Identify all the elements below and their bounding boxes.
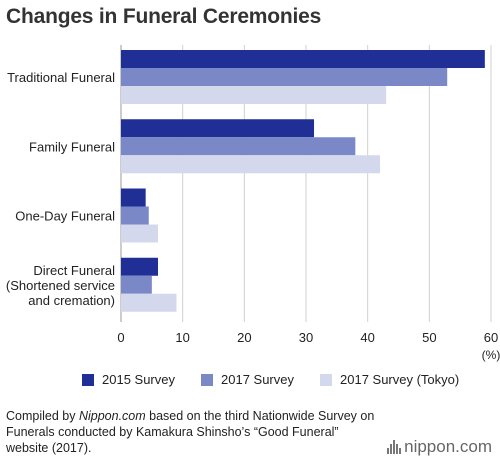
x-tick-label: 0 xyxy=(117,330,124,345)
category-label: Traditional Funeral xyxy=(7,70,115,85)
caption-prefix: Compiled by xyxy=(6,409,79,423)
bar-3-series-2 xyxy=(121,206,149,225)
x-tick-label: 60 xyxy=(484,330,498,345)
bar-3-series-3 xyxy=(121,224,158,243)
legend-label-2015: 2015 Survey xyxy=(102,372,175,387)
legend-item-2017-tokyo: 2017 Survey (Tokyo) xyxy=(320,372,459,387)
bar-chart: Traditional Funeral Family Funeral One-Day… xyxy=(6,45,500,362)
caption-suffix: based on the third Nationwide Survey on … xyxy=(6,409,375,455)
legend-swatch-2017-tokyo xyxy=(320,373,332,386)
category-label: One-Day Funeral xyxy=(15,209,115,224)
brand-text: nippon.com xyxy=(404,437,492,456)
bar-2-series-1 xyxy=(121,119,315,138)
chart-title: Changes in Funeral Ceremonies xyxy=(6,5,322,28)
nippon-logo-icon xyxy=(387,440,402,454)
category-label: and cremation) xyxy=(28,293,115,308)
bar-2-series-3 xyxy=(121,155,380,174)
x-tick-label: 50 xyxy=(422,330,436,345)
legend-item-2015: 2015 Survey xyxy=(82,372,175,387)
legend-label-2017: 2017 Survey xyxy=(221,372,294,387)
x-unit-label: (%) xyxy=(482,348,500,362)
bar-3-series-1 xyxy=(121,188,146,207)
legend-item-2017: 2017 Survey xyxy=(201,372,294,387)
bar-4-series-1 xyxy=(121,257,158,276)
bar-2-series-2 xyxy=(121,137,356,156)
x-tick-label: 20 xyxy=(237,330,251,345)
category-label: (Shortened service xyxy=(6,278,115,293)
source-caption: Compiled by Nippon.com based on the thir… xyxy=(6,408,384,456)
caption-source: Nippon.com xyxy=(78,409,146,423)
category-label: Family Funeral xyxy=(29,139,115,154)
x-tick-label: 30 xyxy=(299,330,313,345)
bar-1-series-2 xyxy=(121,68,448,86)
x-tick-label: 10 xyxy=(175,330,189,345)
bar-1-series-1 xyxy=(121,50,485,68)
legend-swatch-2017 xyxy=(201,373,213,386)
bar-4-series-3 xyxy=(121,293,177,312)
bar-1-series-3 xyxy=(121,86,387,104)
bar-4-series-2 xyxy=(121,275,152,294)
category-label: Direct Funeral xyxy=(33,263,115,278)
brand-logo: nippon.com xyxy=(387,437,492,457)
x-tick-label: 40 xyxy=(360,330,374,345)
legend-swatch-2015 xyxy=(82,373,94,386)
legend-label-2017-tokyo: 2017 Survey (Tokyo) xyxy=(340,372,460,387)
chart-legend: 2015 Survey 2017 Survey 2017 Survey (Tok… xyxy=(82,372,459,387)
